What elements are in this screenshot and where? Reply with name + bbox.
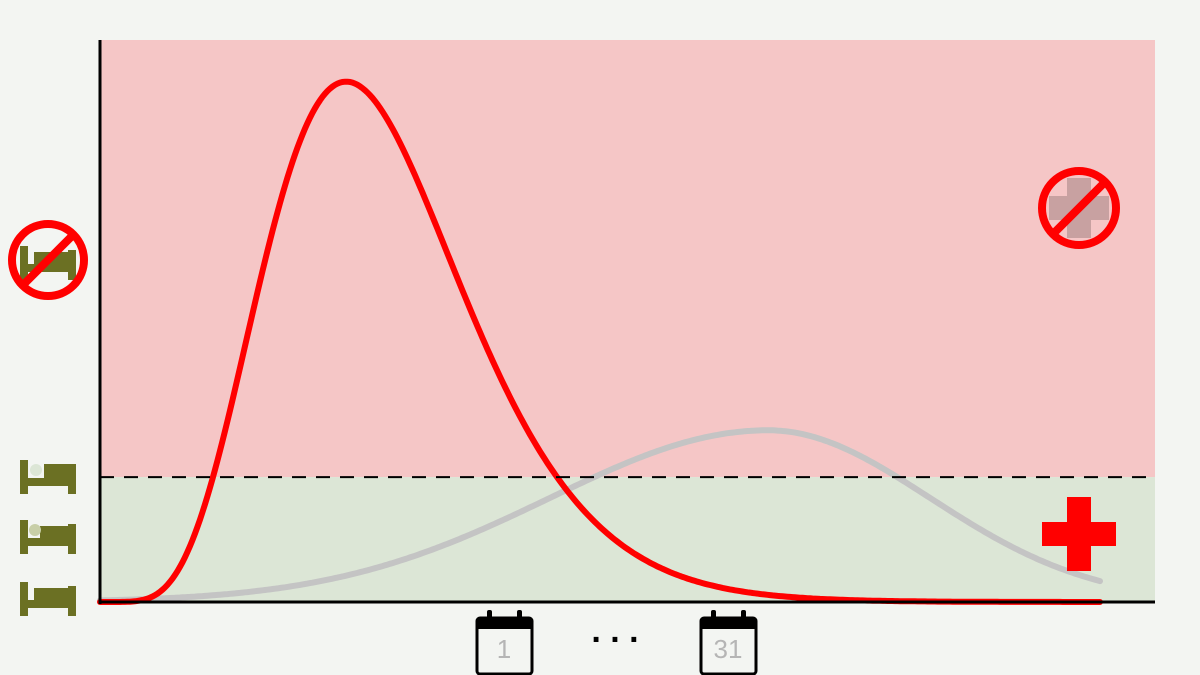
bed-with-patient-icon xyxy=(20,460,76,494)
capacity-zone xyxy=(100,477,1155,602)
calendar-day-end: 31 xyxy=(714,634,743,664)
overload-zone xyxy=(100,40,1155,478)
flattened-curve xyxy=(97,427,1103,604)
calendar-icon: 31 xyxy=(699,610,758,675)
timeline-ellipsis: . . . xyxy=(591,612,638,650)
red-cross-icon xyxy=(1042,497,1116,571)
no-beds-icon xyxy=(8,220,88,300)
bed-with-patient-icon xyxy=(20,520,76,554)
empty-bed-icon xyxy=(20,582,76,616)
no-care-icon xyxy=(1038,167,1120,249)
calendar-icon: 1 xyxy=(475,610,534,675)
calendar-day-start: 1 xyxy=(497,634,511,664)
